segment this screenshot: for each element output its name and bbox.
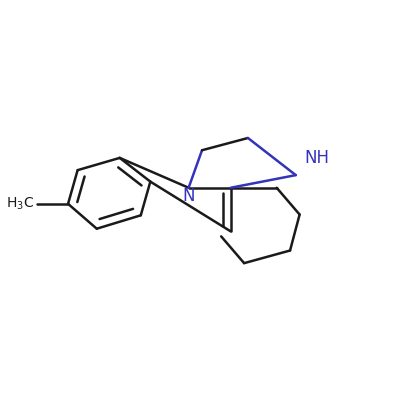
Text: H$_3$C: H$_3$C	[6, 196, 34, 212]
Text: N: N	[182, 187, 195, 205]
Text: NH: NH	[304, 149, 329, 167]
